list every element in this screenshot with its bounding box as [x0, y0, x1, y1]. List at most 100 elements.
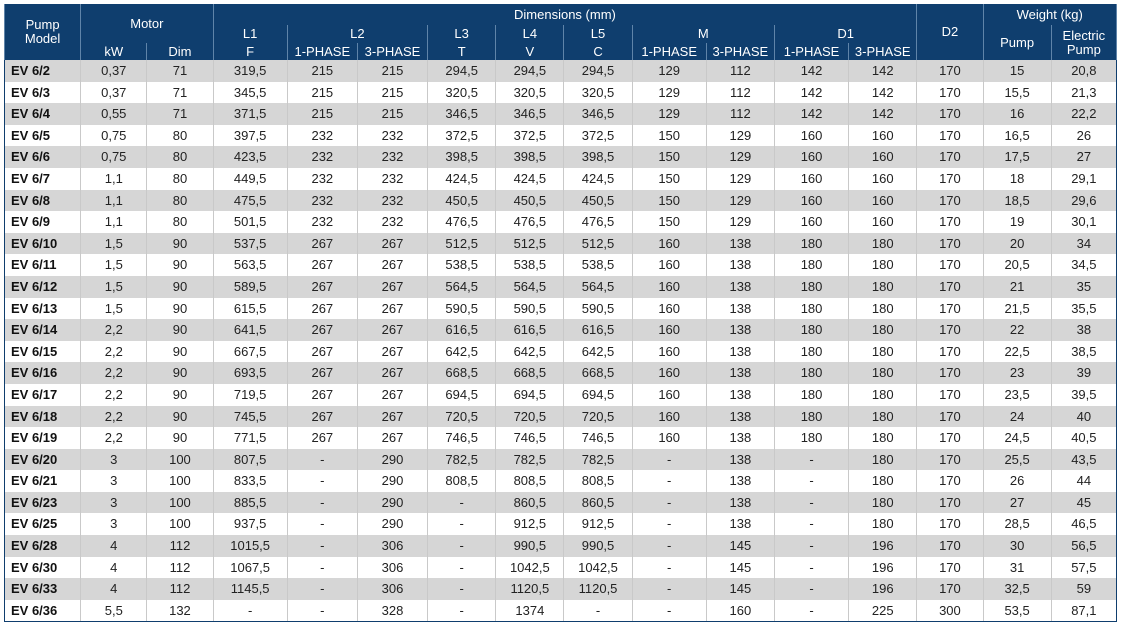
- table-cell: 232: [286, 124, 358, 147]
- table-cell: 267: [356, 232, 429, 255]
- table-cell: -: [631, 448, 707, 471]
- pump-model-cell: EV 6/25: [3, 513, 82, 536]
- table-cell: 180: [773, 340, 850, 363]
- table-cell: 320,5: [563, 81, 633, 104]
- table-row: EV 6/6 0,75 80 423,5 232 232 398,5 398,5 398,5 15…: [3, 146, 1118, 168]
- pump-model-cell: EV 6/11: [3, 254, 82, 276]
- table-cell: 1,1: [80, 189, 148, 212]
- table-cell: -: [286, 578, 358, 600]
- table-row: EV 6/19 2,2 90 771,5 267 267 746,5 746,5 746,5 16…: [3, 427, 1118, 449]
- table-cell: -: [286, 599, 358, 623]
- table-cell: 56,5: [1050, 535, 1118, 557]
- table-cell: 180: [848, 383, 918, 406]
- table-cell: 476,5: [563, 211, 633, 233]
- table-cell: 0,75: [80, 146, 148, 168]
- table-cell: 512,5: [563, 232, 633, 255]
- table-cell: 100: [146, 491, 214, 514]
- table-cell: 22,2: [1050, 103, 1118, 125]
- header-f: F: [212, 43, 288, 60]
- table-cell: 290: [356, 470, 429, 492]
- table-cell: 290: [356, 513, 429, 536]
- table-cell: 300: [916, 599, 984, 623]
- table-cell: 720,5: [427, 405, 497, 428]
- table-row: EV 6/33 4 112 1145,5-306-1120,5 1120,5-145-1…: [3, 578, 1118, 600]
- table-cell: 232: [356, 167, 429, 190]
- table-cell: 196: [848, 578, 918, 600]
- table-cell: 720,5: [563, 405, 633, 428]
- table-cell: 138: [705, 513, 775, 536]
- table-cell: 16: [982, 103, 1052, 125]
- table-cell: 170: [916, 427, 984, 449]
- table-cell: 371,5: [212, 103, 288, 125]
- table-cell: 782,5: [495, 448, 565, 471]
- table-cell: 90: [146, 362, 214, 384]
- table-cell: 170: [916, 578, 984, 600]
- table-cell: 2,2: [80, 405, 148, 428]
- table-cell: 180: [848, 340, 918, 363]
- table-cell: 564,5: [427, 275, 497, 298]
- table-cell: 170: [916, 362, 984, 384]
- table-cell: 475,5: [212, 189, 288, 212]
- table-cell: -: [773, 491, 850, 514]
- header-electric-line1: Electric: [1062, 27, 1106, 43]
- table-cell: 46,5: [1050, 513, 1118, 536]
- table-row: EV 6/20 3 100 807,5-290 782,5 782,5 782,5-138-…: [3, 448, 1118, 471]
- table-cell: 160: [773, 167, 850, 190]
- table-cell: -: [773, 448, 850, 471]
- table-cell: 23: [982, 362, 1052, 384]
- table-cell: 71: [146, 103, 214, 125]
- table-cell: 112: [146, 578, 214, 600]
- table-cell: 142: [848, 81, 918, 104]
- table-cell: 424,5: [563, 167, 633, 190]
- table-cell: 424,5: [495, 167, 565, 190]
- table-cell: 112: [146, 556, 214, 579]
- header-pump-model-line2: Model: [24, 31, 61, 46]
- table-cell: 20: [982, 232, 1052, 255]
- table-cell: 138: [705, 448, 775, 471]
- table-row: EV 6/30 4 112 1067,5-306-1042,5 1042,5-145-1…: [3, 556, 1118, 579]
- table-cell: 160: [848, 167, 918, 190]
- header-l4: L4: [495, 25, 565, 43]
- table-cell: 1042,5: [563, 556, 633, 579]
- table-cell: 180: [773, 254, 850, 276]
- table-cell: 90: [146, 340, 214, 363]
- table-cell: 306: [356, 556, 429, 579]
- table-cell: 449,5: [212, 167, 288, 190]
- table-cell: 43,5: [1050, 448, 1118, 471]
- table-cell: 398,5: [427, 146, 497, 168]
- table-cell: 667,5: [212, 340, 288, 363]
- table-cell: 160: [773, 211, 850, 233]
- table-cell: 90: [146, 319, 214, 341]
- pump-dimensions-table: Pump Model Motor Dimensions (mm) D2 Weigh…: [3, 4, 1118, 623]
- pump-model-cell: EV 6/5: [3, 124, 82, 147]
- table-cell: 142: [773, 81, 850, 104]
- header-dim: Dim: [146, 43, 214, 60]
- table-cell: 538,5: [563, 254, 633, 276]
- table-cell: 267: [286, 275, 358, 298]
- table-cell: 746,5: [563, 427, 633, 449]
- pump-model-cell: EV 6/16: [3, 362, 82, 384]
- pump-model-cell: EV 6/8: [3, 189, 82, 212]
- table-cell: 215: [356, 60, 429, 82]
- table-cell: 0,37: [80, 81, 148, 104]
- pump-model-cell: EV 6/19: [3, 427, 82, 449]
- table-cell: 27: [982, 491, 1052, 514]
- table-cell: 138: [705, 340, 775, 363]
- table-cell: 160: [848, 189, 918, 212]
- table-cell: 19: [982, 211, 1052, 233]
- table-cell: 16,5: [982, 124, 1052, 147]
- table-cell: 170: [916, 167, 984, 190]
- table-cell: 180: [773, 405, 850, 428]
- table-cell: 306: [356, 535, 429, 557]
- table-cell: 833,5: [212, 470, 288, 492]
- table-cell: 21: [982, 275, 1052, 298]
- table-cell: 225: [848, 599, 918, 623]
- header-pump-model-line1: Pump: [25, 17, 60, 32]
- table-cell: -: [631, 578, 707, 600]
- table-cell: 170: [916, 470, 984, 492]
- table-cell: 771,5: [212, 427, 288, 449]
- header-c: C: [563, 43, 633, 60]
- table-cell: 170: [916, 556, 984, 579]
- table-cell: 129: [631, 103, 707, 125]
- table-cell: 267: [356, 275, 429, 298]
